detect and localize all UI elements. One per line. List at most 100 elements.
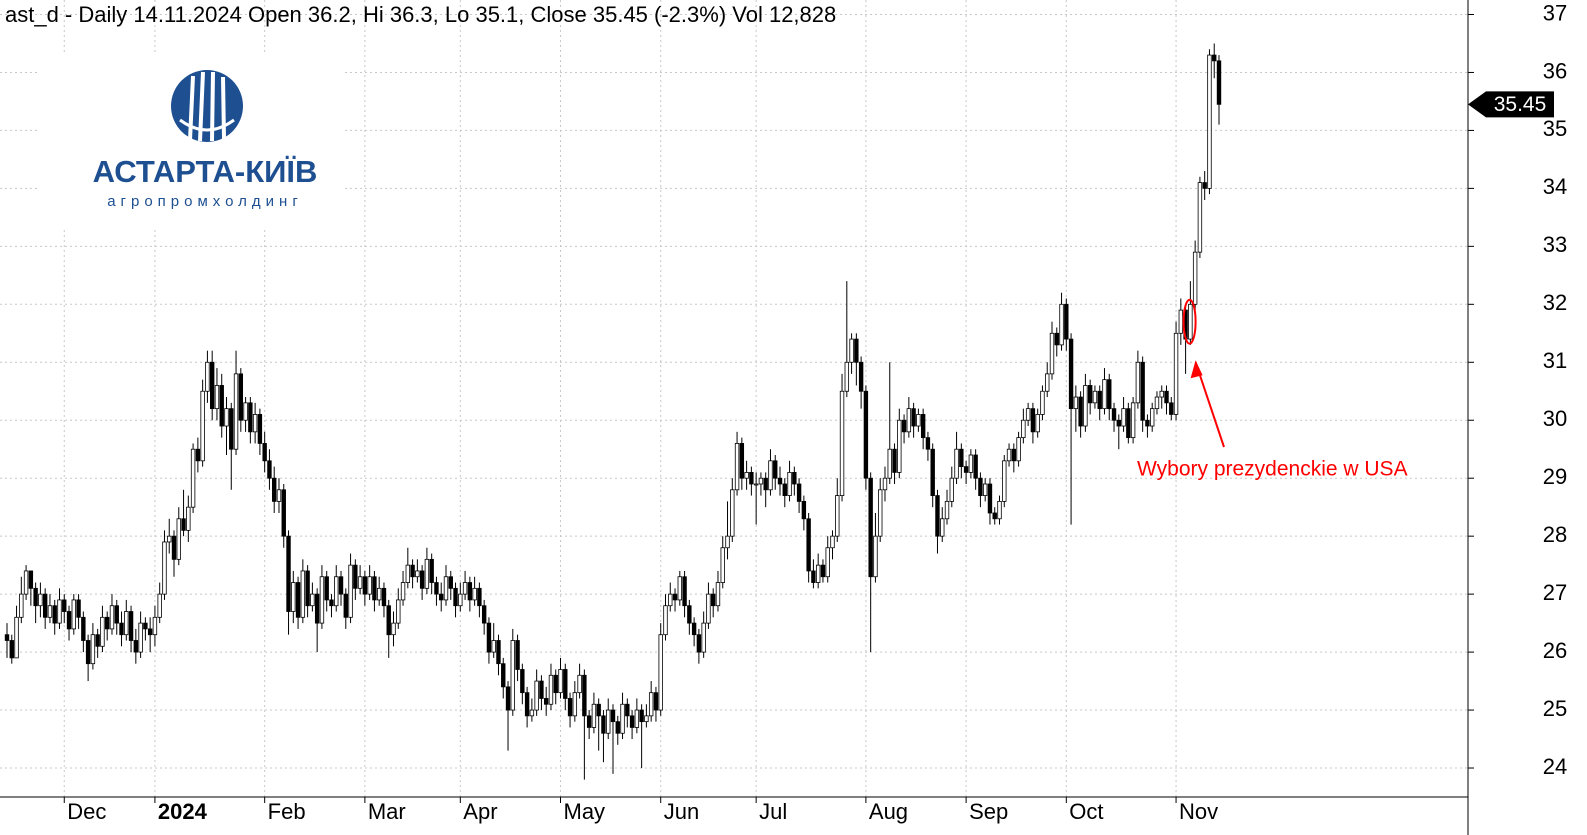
x-tick-label: 2024 (158, 799, 208, 824)
candle-body (147, 628, 153, 636)
candle-body (300, 570, 306, 618)
candle-body (820, 564, 826, 578)
candle-body (171, 535, 177, 560)
candle-body (486, 622, 492, 653)
candle-body (739, 443, 745, 479)
candle-body (839, 390, 845, 496)
candle-body (558, 669, 563, 694)
candle-body (496, 640, 501, 665)
candle-body (944, 500, 950, 520)
candle-body (901, 419, 907, 433)
candle-body (920, 414, 926, 439)
candle-body (663, 605, 668, 636)
candle-body (505, 686, 511, 711)
candle-body (71, 599, 77, 630)
candle-body (1140, 361, 1145, 421)
candle-body (677, 576, 683, 601)
candle-body (9, 640, 14, 659)
candle-body (105, 616, 110, 630)
y-tick-label: 37 (1543, 0, 1567, 25)
candle-body (1049, 332, 1055, 375)
candle-body (835, 495, 840, 537)
candle-body (954, 448, 959, 479)
candle-body (982, 483, 988, 496)
candle-body (1078, 396, 1083, 427)
logo-arc (179, 118, 235, 132)
candle-body (720, 547, 725, 583)
candle-body (353, 564, 358, 589)
candle-body (796, 483, 802, 502)
candle-body (357, 576, 363, 589)
candle-body (1149, 408, 1155, 427)
candle-body (224, 408, 229, 427)
candle-body (1154, 396, 1160, 410)
candle-body (1030, 408, 1036, 433)
candle-body (281, 489, 286, 537)
candle-body (515, 640, 520, 670)
candle-body (782, 483, 787, 496)
y-tick-label: 29 (1543, 464, 1567, 489)
candle-body (1102, 379, 1107, 410)
candle-body (715, 582, 721, 607)
candle-body (453, 587, 458, 607)
candle-body (1173, 332, 1179, 415)
logo-tagline: агропромхолдинг (107, 193, 303, 210)
x-tick-label: Feb (268, 799, 306, 824)
candle-body (319, 576, 325, 624)
annotation-arrowhead (1190, 360, 1203, 379)
candle-body (90, 634, 96, 665)
candle-body (930, 448, 935, 496)
candle-body (219, 385, 224, 427)
candle-body (386, 605, 391, 636)
candle-body (33, 587, 38, 607)
candle-body (305, 570, 310, 607)
candle-body (477, 587, 482, 607)
annotation-label: Wybory prezydenckie w USA (1137, 458, 1408, 481)
candle-body (66, 611, 72, 630)
candle-body (229, 408, 234, 450)
candle-body (653, 692, 659, 711)
candle-body (639, 709, 644, 723)
candle-body (133, 640, 139, 653)
candle-body (1097, 390, 1102, 410)
candle-body (62, 599, 67, 612)
y-tick-label: 33 (1543, 232, 1567, 257)
candle-body (1212, 54, 1217, 62)
candle-body (1006, 448, 1012, 462)
candle-body (548, 674, 554, 705)
candle-body (868, 477, 873, 578)
candle-body (644, 715, 649, 723)
candle-body (1159, 390, 1164, 398)
candle-body (95, 634, 100, 647)
candle-body (768, 460, 773, 491)
candle-body (591, 703, 597, 728)
candle-body (1188, 303, 1193, 340)
candle-body (23, 570, 29, 595)
candle-body (262, 443, 267, 462)
candle-body (162, 541, 167, 595)
candle-body (701, 622, 706, 653)
candle-body (749, 472, 754, 485)
candle-body (348, 564, 353, 618)
candle-body (668, 593, 673, 607)
candle-body (248, 402, 253, 433)
candle-body (458, 593, 463, 607)
candle-body (577, 674, 582, 694)
candle-body (935, 495, 940, 537)
candle-body (854, 338, 859, 363)
candle-body (310, 593, 315, 607)
candle-body (267, 460, 272, 479)
candle-body (849, 338, 854, 363)
candle-body (85, 640, 91, 665)
candle-body (687, 605, 692, 624)
candle-body (324, 576, 329, 601)
candle-body (286, 535, 291, 612)
candle-body (878, 489, 883, 537)
candle-body (252, 414, 258, 433)
candle-body (209, 361, 215, 410)
x-tick-label: Nov (1179, 799, 1218, 824)
candle-body (629, 715, 635, 728)
candle-body (472, 587, 477, 601)
candle-body (892, 448, 897, 473)
